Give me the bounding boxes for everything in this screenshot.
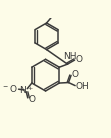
- Text: O: O: [28, 95, 35, 104]
- Text: OH: OH: [76, 82, 89, 91]
- Text: $^-$O: $^-$O: [1, 83, 18, 94]
- Text: O: O: [72, 70, 79, 79]
- Text: O: O: [76, 55, 83, 64]
- Text: N$^+$: N$^+$: [19, 84, 34, 96]
- Text: NH: NH: [63, 52, 77, 61]
